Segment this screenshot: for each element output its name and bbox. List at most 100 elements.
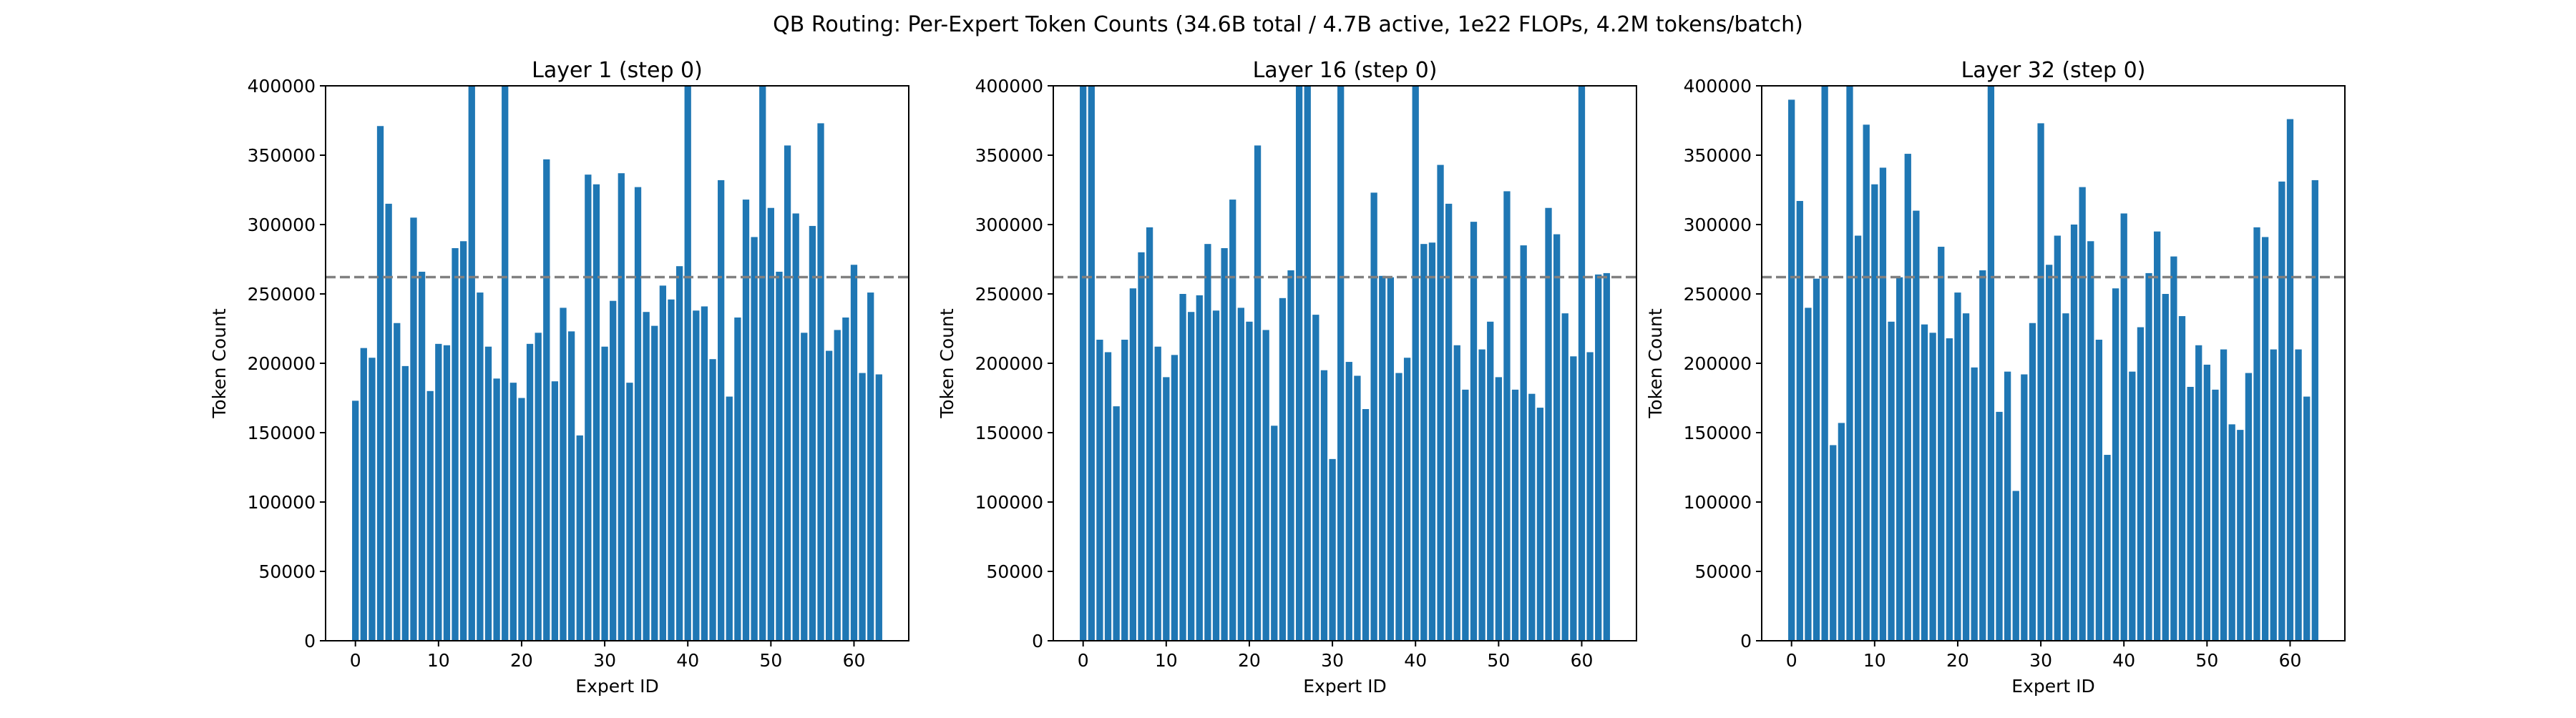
bar-expert-63 — [875, 374, 882, 641]
x-tick-label: 60 — [843, 650, 866, 671]
bar-expert-50 — [767, 207, 774, 641]
x-tick-label: 0 — [1078, 650, 1089, 671]
bar-expert-47 — [742, 200, 750, 641]
x-tick-label: 50 — [1487, 650, 1510, 671]
bar-expert-61 — [2295, 349, 2302, 641]
bar-expert-59 — [2278, 181, 2285, 641]
bar-expert-40 — [1412, 86, 1419, 641]
bar-expert-25 — [1287, 270, 1294, 641]
bar-expert-23 — [1979, 270, 1986, 641]
y-tick-label: 250000 — [975, 284, 1043, 305]
bar-expert-25 — [1996, 411, 2003, 641]
y-tick-label: 50000 — [258, 561, 316, 582]
bar-expert-63 — [2311, 180, 2318, 641]
subplot-layer-0: 0 50000 100000 150000 200000 250000 300000 3500… — [209, 58, 909, 697]
bar-expert-29 — [2029, 323, 2036, 641]
y-tick-label: 200000 — [248, 353, 316, 374]
bar-expert-39 — [675, 266, 683, 641]
subplot-layer-1: 0 50000 100000 150000 200000 250000 300000 3500… — [937, 58, 1637, 697]
x-tick-label: 10 — [1863, 650, 1886, 671]
bar-expert-33 — [626, 383, 633, 641]
bar-expert-48 — [2187, 386, 2194, 641]
bar-expert-62 — [1595, 274, 1602, 641]
bar-expert-44 — [2154, 231, 2161, 641]
bar-expert-26 — [2004, 371, 2011, 641]
y-axis-label: Token Count — [937, 308, 957, 419]
x-tick-label: 50 — [759, 650, 782, 671]
bar-expert-56 — [1545, 207, 1552, 641]
bar-expert-19 — [509, 383, 517, 641]
bar-expert-31 — [610, 300, 617, 641]
bar-expert-59 — [842, 317, 849, 641]
bar-expert-22 — [1262, 330, 1269, 641]
bar-expert-60 — [850, 265, 858, 641]
subplot-title: Layer 1 (step 0) — [532, 58, 703, 83]
x-tick-label: 50 — [2195, 650, 2218, 671]
bar-expert-43 — [1437, 164, 1444, 641]
bar-expert-57 — [825, 350, 833, 641]
y-tick-label: 400000 — [1684, 76, 1752, 97]
y-tick-label: 400000 — [975, 76, 1043, 97]
bar-expert-12 — [1888, 321, 1895, 641]
bar-expert-28 — [1312, 315, 1319, 641]
x-tick-label: 0 — [1786, 650, 1797, 671]
y-tick-label: 50000 — [1694, 561, 1752, 582]
bar-expert-53 — [1520, 245, 1527, 641]
bar-expert-59 — [1570, 356, 1577, 641]
bar-expert-55 — [2245, 373, 2253, 641]
bar-expert-47 — [1470, 222, 1478, 641]
bar-expert-51 — [776, 271, 783, 641]
bar-expert-17 — [493, 378, 500, 641]
bar-expert-27 — [2012, 491, 2019, 641]
bar-expert-44 — [718, 180, 725, 641]
subplot-layer-2: 0 50000 100000 150000 200000 250000 300000 3500… — [1645, 58, 2346, 697]
bar-expert-13 — [460, 241, 467, 641]
bar-expert-4 — [1821, 86, 1828, 641]
bar-expert-45 — [2162, 294, 2169, 641]
y-tick-label: 150000 — [975, 423, 1043, 443]
bar-expert-44 — [1445, 203, 1453, 641]
bar-expert-18 — [1229, 200, 1236, 641]
bar-expert-32 — [618, 173, 625, 641]
bar-expert-37 — [1387, 277, 1395, 641]
bar-expert-40 — [684, 86, 691, 641]
bar-expert-1 — [1088, 86, 1095, 641]
bar-expert-15 — [1204, 244, 1211, 641]
x-tick-label: 40 — [676, 650, 699, 671]
y-tick-label: 250000 — [248, 284, 316, 305]
bar-expert-60 — [1578, 86, 1586, 641]
bar-expert-48 — [751, 237, 758, 641]
bar-expert-54 — [801, 333, 808, 641]
bar-expert-63 — [1603, 272, 1610, 641]
bar-expert-34 — [634, 187, 642, 641]
bar-expert-7 — [1846, 86, 1853, 641]
x-tick-label: 30 — [1321, 650, 1344, 671]
bar-expert-55 — [1536, 408, 1544, 641]
bar-expert-7 — [1138, 252, 1145, 641]
y-axis-label: Token Count — [209, 308, 230, 419]
y-tick-label: 100000 — [1684, 492, 1752, 513]
bar-expert-31 — [1337, 86, 1345, 641]
bar-expert-49 — [759, 86, 766, 641]
x-tick-label: 60 — [2279, 650, 2302, 671]
bar-expert-16 — [1921, 324, 1928, 641]
bar-expert-15 — [1913, 210, 1920, 641]
bar-expert-12 — [1179, 294, 1186, 641]
bar-expert-29 — [592, 184, 600, 641]
bar-expert-34 — [2070, 225, 2078, 641]
bar-expert-42 — [1428, 242, 1436, 641]
bar-expert-1 — [360, 348, 367, 641]
bar-expert-45 — [726, 396, 733, 641]
bar-expert-32 — [1345, 362, 1352, 641]
bar-expert-26 — [567, 331, 575, 641]
bar-expert-14 — [468, 86, 475, 641]
bar-expert-46 — [2170, 256, 2177, 641]
bar-expert-9 — [426, 390, 434, 641]
bar-expert-9 — [1863, 124, 1870, 641]
y-tick-label: 250000 — [1684, 284, 1752, 305]
bar-expert-6 — [1838, 423, 1845, 641]
bar-expert-10 — [1163, 377, 1170, 641]
x-tick-label: 30 — [593, 650, 616, 671]
bar-expert-5 — [394, 323, 401, 641]
